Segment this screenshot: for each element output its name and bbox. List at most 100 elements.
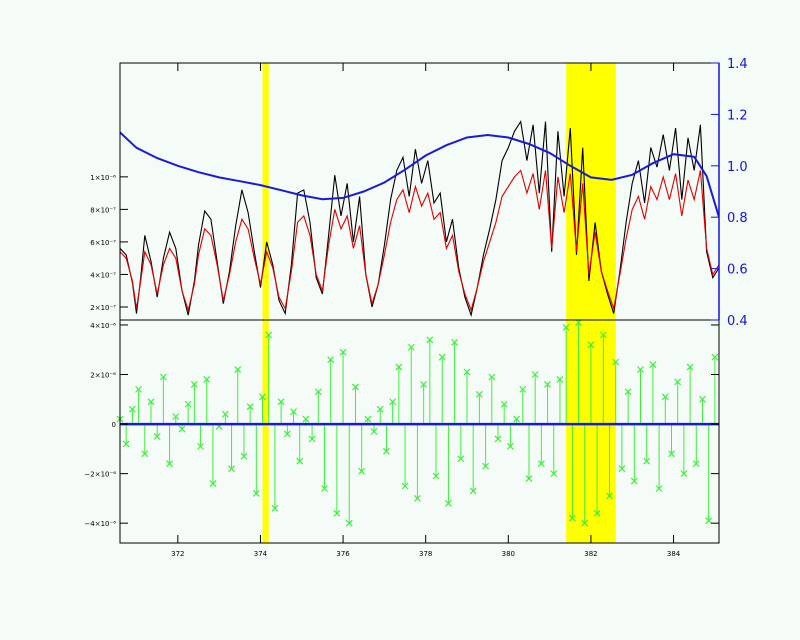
residual-point: [562, 324, 570, 331]
residual-point: [271, 504, 279, 512]
residual-point: [699, 395, 706, 403]
residual-point: [568, 514, 576, 522]
residual-point: [451, 338, 459, 346]
marker-stroke: [506, 442, 514, 450]
residual-point: [290, 408, 297, 416]
top-left-tick-label: 8×10⁻⁷: [90, 206, 116, 214]
residual-point: [395, 363, 403, 371]
residual-point: [637, 366, 644, 373]
marker-stroke: [209, 480, 217, 487]
marker-stroke: [568, 514, 576, 522]
marker-stroke: [488, 373, 496, 381]
marker-stroke: [135, 385, 143, 393]
top-series-3-line: [120, 131, 719, 218]
residual-point: [463, 368, 471, 376]
residual-point: [475, 390, 483, 398]
marker-stroke: [290, 408, 297, 416]
residual-point: [352, 383, 359, 391]
residual-point: [550, 470, 558, 478]
marker-stroke: [674, 378, 682, 386]
top-left-tick-label: 4×10⁻⁷: [90, 271, 116, 279]
marker-stroke: [482, 462, 490, 470]
residual-point: [494, 435, 502, 443]
right-axis-tick-label: 0.8: [727, 211, 748, 226]
residual-point: [259, 393, 266, 401]
axis-ticks: 2×10⁻⁷ 4×10⁻⁷ 6×10⁻⁷ 8×10⁻⁷ 1×10⁻⁶ 0.4 0.6 0.8 1…: [84, 57, 747, 558]
marker-stroke: [203, 376, 211, 383]
residual-point: [587, 341, 595, 349]
residual-point: [308, 435, 316, 443]
residual-point: [457, 455, 465, 463]
marker-stroke: [705, 517, 713, 525]
residual-point: [519, 385, 527, 393]
top-left-tick-label: 1×10⁻⁶: [90, 174, 116, 182]
marker-stroke: [612, 358, 620, 366]
bottom-y-tick-label: −4×10⁻⁶: [84, 520, 116, 528]
marker-stroke: [333, 509, 341, 517]
residual-point: [444, 499, 452, 507]
residual-point: [630, 477, 638, 485]
residual-point: [209, 480, 217, 487]
residual-point: [265, 331, 273, 339]
residual-point: [128, 405, 136, 413]
marker-stroke: [240, 452, 248, 460]
residual-point: [705, 517, 713, 525]
marker-stroke: [221, 410, 229, 418]
residual-point: [197, 442, 204, 450]
residual-point: [432, 472, 440, 480]
residual-point: [482, 462, 490, 470]
marker-stroke: [618, 465, 626, 473]
marker-stroke: [513, 415, 521, 423]
marker-stroke: [475, 390, 483, 398]
bottom-panel-frame: [119, 319, 720, 544]
marker-stroke: [699, 395, 706, 403]
residual-point: [389, 398, 397, 406]
residual-point: [383, 447, 390, 455]
marker-stroke: [339, 348, 347, 356]
residual-point: [252, 490, 260, 497]
x-tick-label: 378: [419, 550, 432, 558]
marker-stroke: [420, 380, 428, 388]
marker-stroke: [271, 504, 279, 512]
marker-stroke: [389, 398, 397, 406]
marker-stroke: [432, 472, 440, 480]
right-axis-tick-label: 1.0: [727, 160, 748, 175]
residual-point: [506, 442, 514, 450]
residual-point: [333, 509, 341, 517]
marker-stroke: [383, 447, 390, 455]
x-tick-label: 384: [667, 550, 681, 558]
right-axis-tick-label: 0.4: [727, 314, 748, 329]
residual-point: [537, 460, 545, 468]
residual-point: [556, 376, 564, 383]
marker-stroke: [668, 450, 675, 458]
marker-stroke: [599, 331, 607, 339]
marker-stroke: [544, 380, 551, 388]
marker-stroke: [686, 363, 694, 371]
marker-stroke: [265, 331, 273, 339]
residual-point: [606, 492, 613, 500]
residual-point: [228, 465, 235, 473]
top-panel-series: [120, 120, 719, 318]
marker-stroke: [184, 400, 192, 408]
residual-point: [283, 430, 291, 438]
residual-point: [643, 457, 651, 465]
marker-stroke: [178, 425, 186, 433]
marker-stroke: [401, 482, 409, 490]
marker-stroke: [606, 492, 613, 500]
marker-stroke: [128, 405, 136, 413]
residual-point: [686, 363, 694, 371]
residual-point: [345, 519, 353, 527]
marker-stroke: [197, 442, 204, 450]
residual-point: [618, 465, 626, 473]
residual-point: [500, 400, 508, 408]
residual-point: [531, 371, 539, 378]
residual-point: [190, 380, 198, 388]
residual-point: [420, 380, 428, 388]
residual-point: [277, 398, 285, 406]
marker-stroke: [122, 440, 130, 448]
marker-stroke: [630, 477, 638, 485]
residual-point: [599, 331, 607, 339]
residual-point: [296, 457, 304, 465]
residual-point: [246, 403, 254, 411]
